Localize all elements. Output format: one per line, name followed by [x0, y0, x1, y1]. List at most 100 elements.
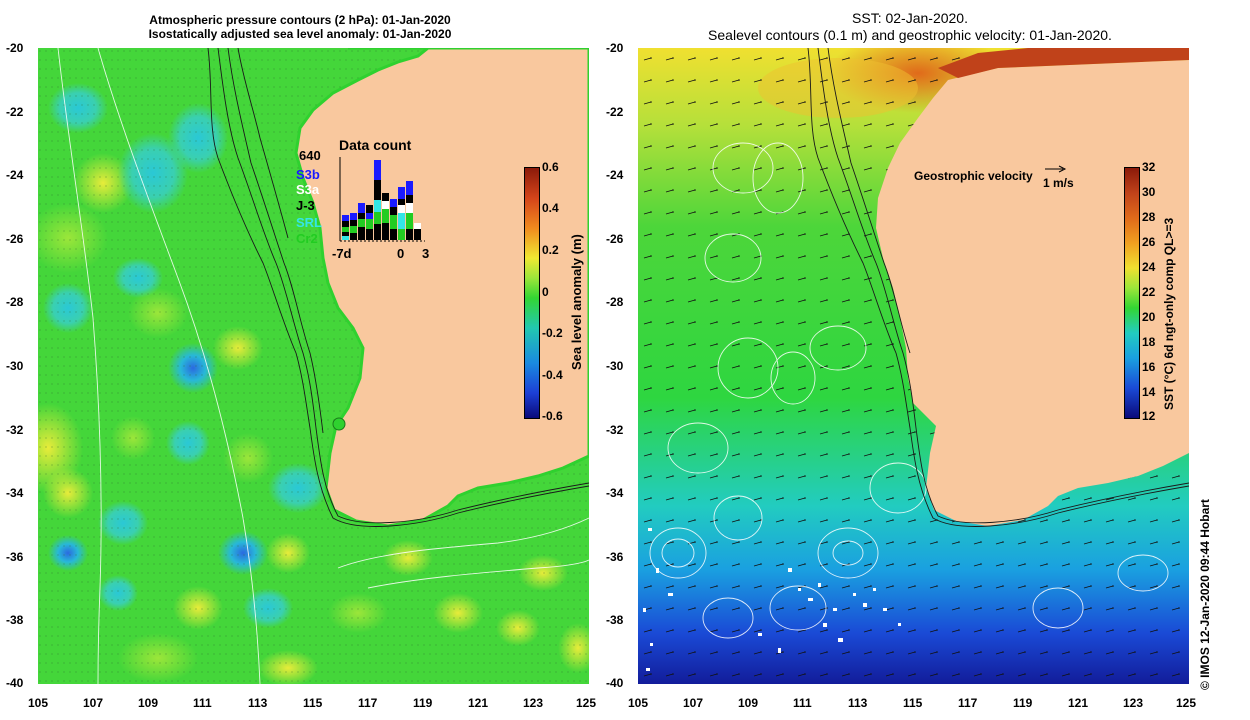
lat-tick: -32: [606, 423, 624, 437]
data-count-xlabel-end: 3: [422, 246, 430, 261]
legend-cr2: Cr2: [296, 231, 318, 246]
lat-tick: -28: [6, 295, 24, 309]
cloud-mask: [643, 528, 901, 671]
lat-tick: -22: [606, 105, 624, 119]
lon-tick: 107: [683, 696, 704, 710]
lon-tick: 109: [138, 696, 159, 710]
lat-tick: -40: [6, 676, 24, 690]
lat-tick: -36: [606, 550, 624, 564]
lat-tick: -38: [6, 613, 24, 627]
sla-tick-2: 0.4: [542, 201, 559, 215]
sst-colorbar-title: SST (°C) 6d ngt-only comp QL>=3: [1162, 217, 1176, 410]
sla-tick-5: -0.2: [542, 326, 563, 340]
bar-5: [374, 160, 381, 240]
lon-tick: 115: [903, 696, 923, 710]
lat-tick: -40: [606, 676, 624, 690]
bar-1: [342, 215, 349, 240]
lon-tick: 125: [576, 696, 597, 710]
pressure-contours: [57, 48, 589, 684]
lat-tick: -38: [606, 613, 624, 627]
lat-tick: -26: [6, 232, 24, 246]
bar-9: [406, 181, 413, 240]
sst-tick: 20: [1142, 310, 1156, 324]
sst-tick: 12: [1142, 409, 1156, 423]
sst-land-mass: [876, 48, 1189, 526]
lon-tick: 119: [1013, 696, 1033, 710]
right-title: SST: 02-Jan-2020. Sealevel contours (0.1…: [660, 10, 1160, 44]
lon-tick: 123: [523, 696, 544, 710]
lon-tick: 117: [358, 696, 378, 710]
legend-s3b: S3b: [296, 167, 320, 182]
lat-tick: -20: [6, 41, 24, 55]
hot-coastal-band: [938, 48, 1189, 78]
data-count-xlabel-zero: 0: [397, 246, 405, 261]
lon-tick: 109: [738, 696, 759, 710]
sla-tick-6: -0.4: [542, 368, 563, 382]
lon-tick: 125: [1176, 696, 1197, 710]
lat-tick: -30: [6, 359, 24, 373]
data-count-max: 640: [299, 148, 321, 163]
lon-tick: 105: [628, 696, 649, 710]
lat-tick: -24: [606, 168, 624, 182]
right-title-line2: Sealevel contours (0.1 m) and geostrophi…: [708, 27, 1112, 43]
data-count-chart: [339, 157, 425, 242]
lat-tick: -32: [6, 423, 24, 437]
station-marker[interactable]: [332, 417, 346, 431]
lon-tick: 117: [958, 696, 978, 710]
sla-tick-7: -0.6: [542, 409, 563, 423]
sla-tick-1: 0.6: [542, 160, 559, 174]
sla-colorbar-title: Sea level anomaly (m): [569, 234, 584, 370]
lon-tick: 113: [848, 696, 868, 710]
lat-tick: -22: [6, 105, 24, 119]
sst-tick: 26: [1142, 235, 1156, 249]
lon-tick: 121: [1068, 696, 1089, 710]
sea-level-anomaly-map[interactable]: [38, 48, 589, 684]
bar-7: [390, 199, 397, 240]
legend-srl: SRL: [296, 215, 322, 230]
right-title-line1: SST: 02-Jan-2020.: [852, 10, 968, 26]
lat-tick: -30: [606, 359, 624, 373]
lat-tick: -36: [6, 550, 24, 564]
bar-4: [366, 205, 373, 240]
lat-tick: -28: [606, 295, 624, 309]
lon-tick: 111: [793, 696, 812, 710]
lon-tick: 115: [303, 696, 323, 710]
lon-tick: 121: [468, 696, 489, 710]
sst-tick: 28: [1142, 210, 1156, 224]
bathymetry-contours: [207, 48, 589, 527]
lon-tick: 113: [248, 696, 268, 710]
lat-tick: -24: [6, 168, 24, 182]
data-count-bars: [342, 160, 421, 240]
left-title-line1: Atmospheric pressure contours (2 hPa): 0…: [149, 13, 451, 27]
lon-tick: 111: [193, 696, 212, 710]
lat-tick: -34: [6, 486, 24, 500]
legend-j3: J-3: [296, 198, 315, 213]
bar-8: [398, 187, 405, 240]
sst-tick: 30: [1142, 185, 1156, 199]
lon-tick: 105: [28, 696, 49, 710]
sealevel-contours: [649, 142, 1169, 639]
data-count-xlabel-start: -7d: [332, 246, 352, 261]
sst-tick: 22: [1142, 285, 1156, 299]
velocity-scale-arrowhead: [1058, 165, 1067, 173]
land-mass: [294, 48, 589, 528]
imos-credit: © IMOS 12-Jan-2020 09:44 Hobart: [1198, 499, 1212, 690]
sst-tick: 32: [1142, 160, 1156, 174]
velocity-legend-scale: 1 m/s: [1043, 176, 1074, 190]
lon-tick: 119: [413, 696, 433, 710]
left-title-line2: Isostatically adjusted sea level anomaly…: [148, 27, 452, 41]
sst-bathymetry-contours: [807, 48, 1189, 527]
bar-6: [382, 193, 389, 240]
legend-s3a: S3a: [296, 182, 320, 197]
sst-map[interactable]: [638, 48, 1189, 684]
lat-tick: -26: [606, 232, 624, 246]
lat-tick: -20: [606, 41, 624, 55]
sla-colorbar-gradient: [524, 167, 540, 419]
sla-tick-3: 0.2: [542, 243, 559, 257]
sst-colorbar-gradient: [1124, 167, 1140, 419]
sst-tick: 16: [1142, 360, 1156, 374]
left-title: Atmospheric pressure contours (2 hPa): 0…: [60, 13, 540, 41]
sst-tick: 14: [1142, 385, 1156, 399]
velocity-legend-label: Geostrophic velocity: [914, 169, 1033, 183]
sla-tick-4: 0: [542, 285, 549, 299]
